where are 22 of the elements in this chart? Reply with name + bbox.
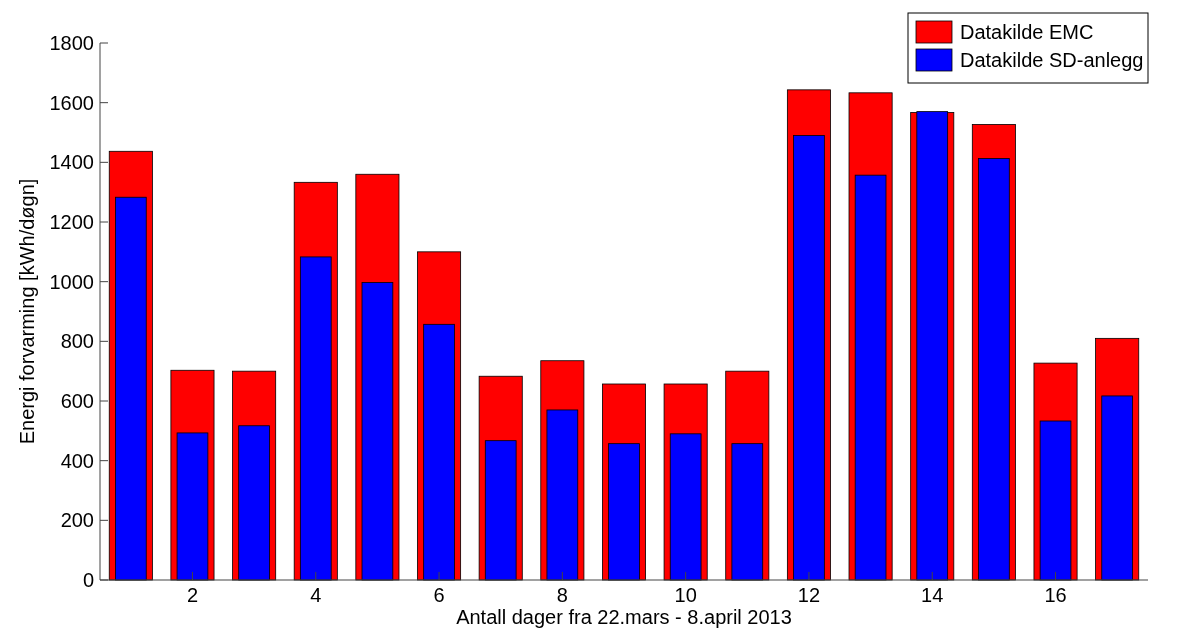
y-tick-label: 800 — [60, 330, 94, 353]
x-tick-label: 8 — [556, 584, 568, 606]
x-tick-label: 14 — [921, 584, 944, 606]
y-axis-title: Energi forvarming [kWh/døgn] — [16, 178, 38, 445]
y-tick-label: 600 — [60, 390, 94, 412]
y-tick-label: 400 — [60, 449, 94, 472]
y-tick-label: 0 — [82, 569, 94, 591]
y-tick-label: 1000 — [49, 270, 94, 293]
x-tick-label: 2 — [186, 584, 199, 606]
y-tick-label: 1600 — [49, 91, 94, 114]
x-tick-label: 16 — [1044, 584, 1067, 606]
y-tick-label: 200 — [60, 509, 94, 532]
y-tick-label: 1200 — [49, 211, 94, 233]
x-tick-label: 12 — [797, 584, 821, 606]
legend-label: Datakilde EMC — [960, 21, 1094, 43]
x-tick-label: 4 — [310, 584, 322, 606]
x-axis-title: Antall dager fra 22.mars - 8.april 2013 — [456, 606, 792, 628]
x-tick-label: 10 — [674, 584, 697, 606]
x-tick-label: 6 — [433, 584, 445, 606]
y-tick-label: 1800 — [49, 32, 94, 54]
legend-label: Datakilde SD-anlegg — [960, 49, 1144, 71]
y-tick-label: 1400 — [49, 151, 94, 174]
